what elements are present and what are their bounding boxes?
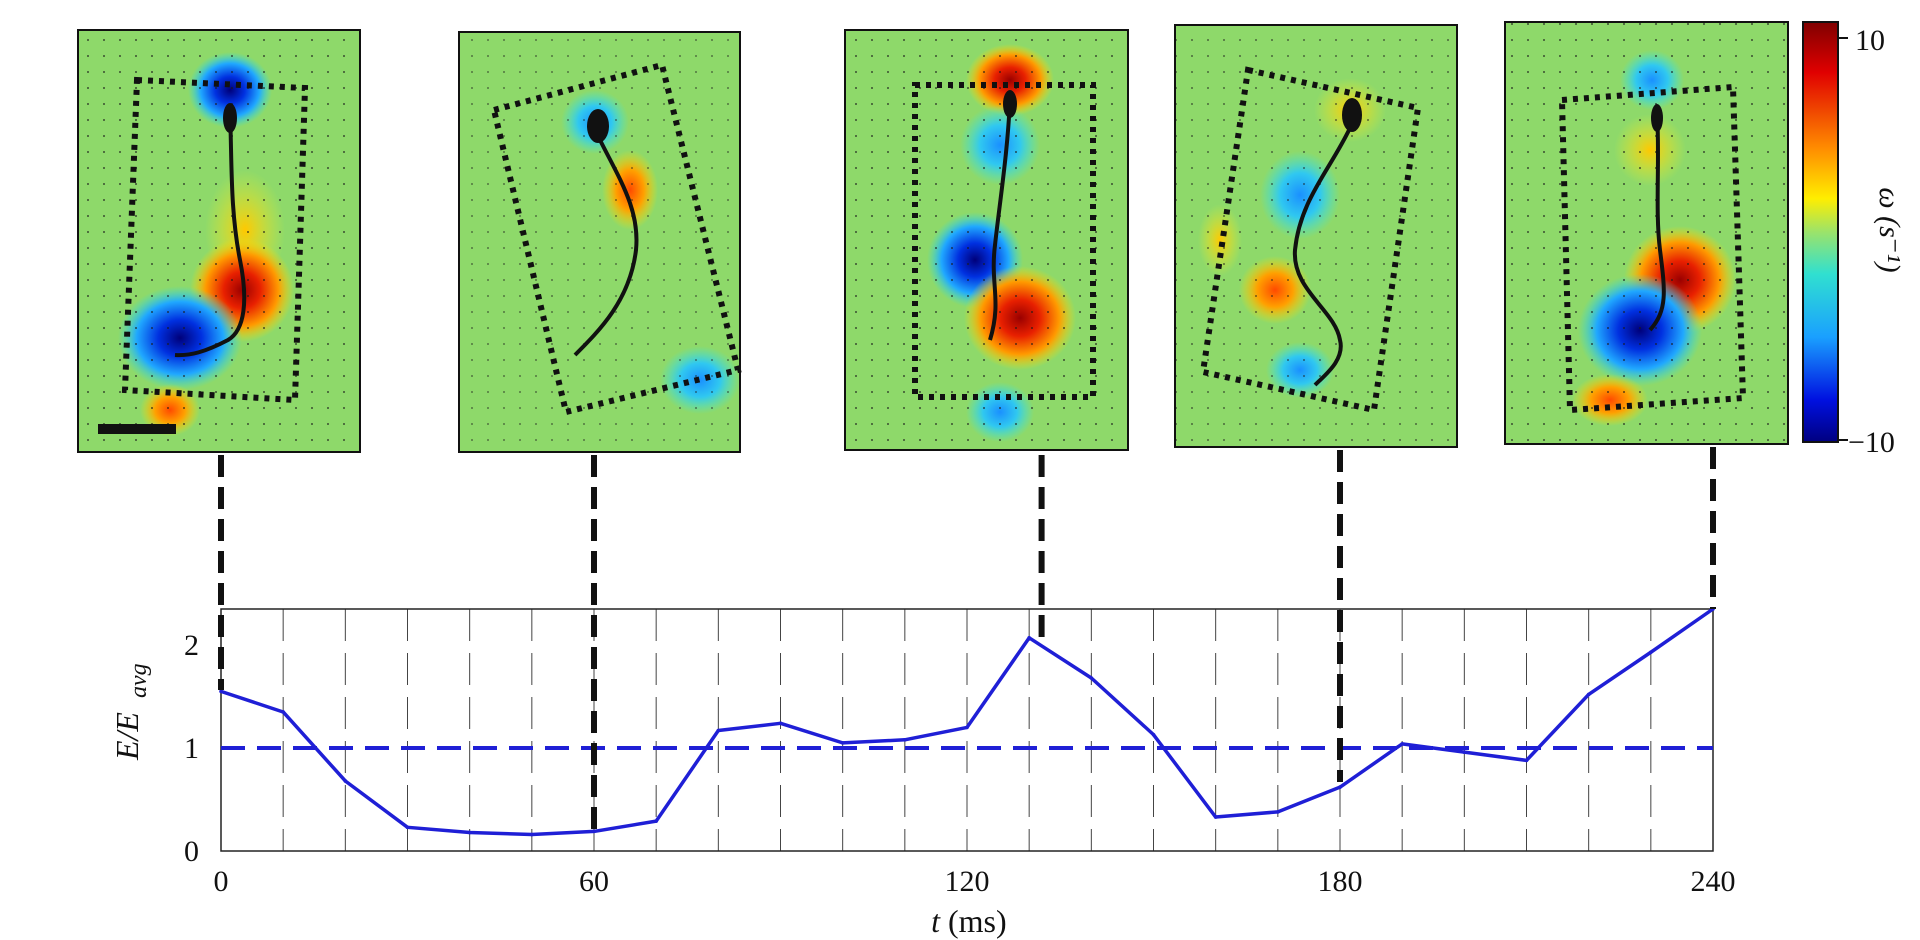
data-point — [1400, 742, 1404, 746]
data-point — [840, 741, 845, 745]
data-point — [405, 825, 410, 830]
data-point — [592, 829, 596, 834]
x-tick-label: 180 — [1318, 865, 1363, 898]
x-axis-unit: (ms) — [948, 903, 1007, 939]
data-point — [1338, 785, 1342, 789]
data-point — [1027, 636, 1031, 640]
data-point — [716, 728, 721, 733]
data-point — [903, 737, 907, 742]
data-point — [1462, 750, 1467, 754]
data-point — [343, 779, 348, 783]
data-point — [219, 689, 223, 694]
energy-chart: 0 60 120 180 240 0 1 2 t (ms) E/E avg — [109, 447, 1736, 939]
data-point — [530, 832, 534, 837]
y-axis-main: E/E — [109, 712, 145, 761]
gridlines — [282, 609, 1652, 851]
data-point — [778, 721, 783, 726]
data-point — [1524, 758, 1529, 763]
x-tick-label: 120 — [945, 865, 990, 898]
data-point — [654, 819, 658, 823]
colorbar-max-label: 10 — [1855, 24, 1885, 57]
data-point — [281, 710, 285, 714]
snapshot-panel-5 — [1504, 21, 1789, 445]
y-tick-label: 0 — [184, 835, 199, 868]
colorbar: 10 −10 ω (s⁻¹) — [1802, 21, 1906, 459]
data-point — [1213, 815, 1218, 819]
snapshot-connectors — [218, 447, 1716, 832]
data-point — [1151, 732, 1156, 737]
x-tick-labels: 0 60 120 180 240 — [214, 865, 1736, 898]
x-axis-var: t — [931, 903, 941, 939]
data-points — [219, 607, 1715, 837]
colorbar-min-label: −10 — [1848, 426, 1895, 459]
snapshot-panel-1 — [77, 29, 361, 453]
y-axis-sub: avg — [126, 663, 152, 698]
x-tick-label: 0 — [214, 865, 229, 898]
colorbar-title: ω (s⁻¹) — [1873, 187, 1906, 272]
snapshot-panel-4 — [1174, 24, 1458, 448]
snapshot-panel-3 — [844, 29, 1129, 451]
data-point — [1276, 810, 1280, 814]
y-tick-labels: 0 1 2 — [184, 629, 199, 868]
snapshot-panel-2 — [458, 31, 742, 453]
data-point — [965, 725, 969, 730]
y-tick-label: 2 — [184, 629, 199, 662]
data-point — [467, 830, 472, 835]
x-tick-label: 60 — [579, 865, 609, 898]
data-point — [1089, 676, 1094, 680]
x-axis-label: t (ms) — [931, 903, 1007, 939]
snapshot-panels — [77, 21, 1789, 453]
data-point — [1586, 692, 1591, 697]
plot-frame — [220, 608, 1714, 852]
y-tick-label: 1 — [184, 732, 199, 765]
data-point — [1649, 650, 1653, 655]
colorbar-gradient — [1802, 21, 1839, 443]
x-tick-label: 240 — [1691, 865, 1736, 898]
y-axis-label: E/E avg — [109, 663, 152, 761]
